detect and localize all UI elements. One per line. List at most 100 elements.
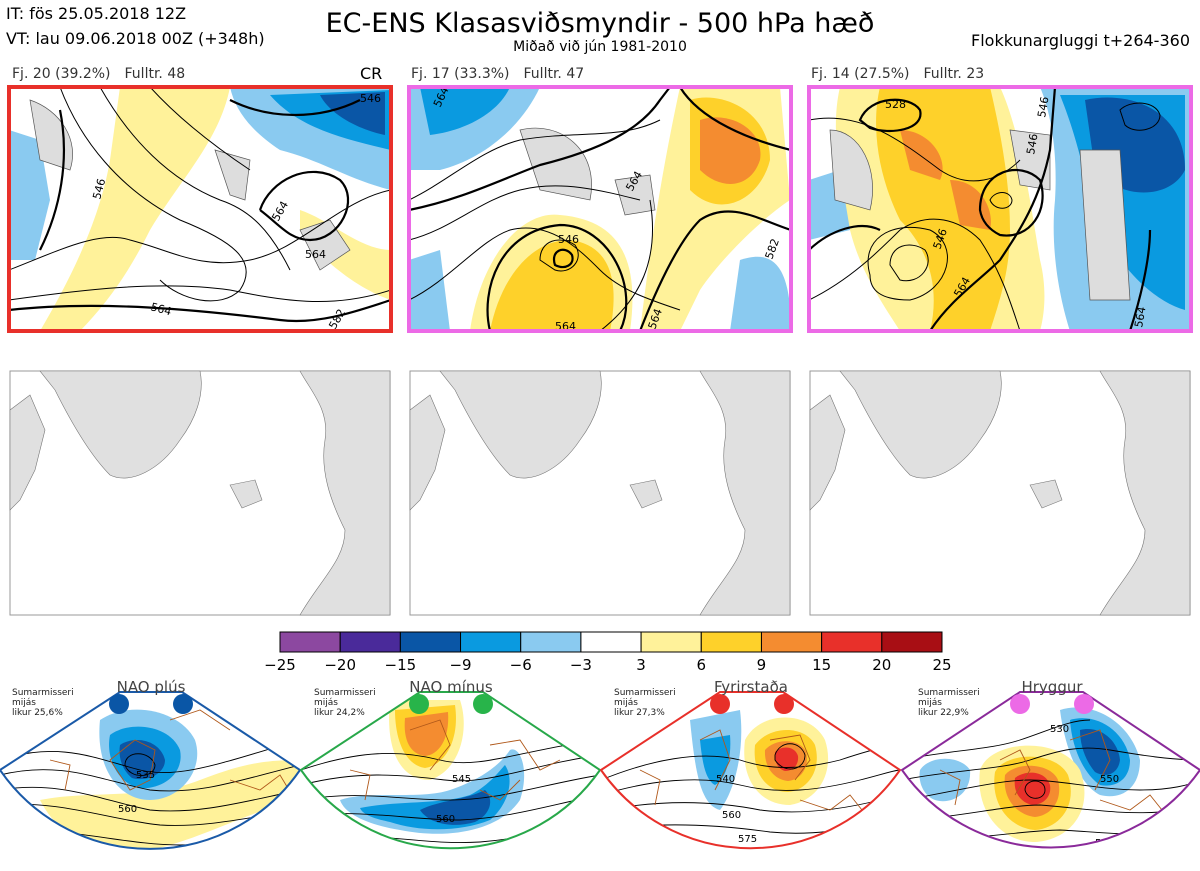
colorbar-tick-label: 9 — [756, 656, 767, 674]
panel-2-contour-label: 564 — [555, 320, 576, 333]
regime-3-contour-label: 575 — [738, 834, 757, 845]
colorbar-swatch — [460, 631, 522, 653]
regime-4-note-line: Sumarmisseri — [918, 688, 980, 698]
regime-1-title: NAO plús — [116, 678, 186, 696]
colorbar-tick-label: −3 — [569, 656, 592, 674]
panel-2-map: 546 564 564 564 582 564 — [409, 87, 791, 333]
regime-3-note: Sumarmisseri mijás likur 27,3% — [614, 688, 676, 718]
colorbar-tick-label: −9 — [449, 656, 472, 674]
regime-3-title: Fyrirstaða — [714, 678, 788, 696]
colorbar-swatch — [760, 631, 823, 653]
colorbar-tick-label: 15 — [812, 656, 832, 674]
panel-3-contour-label: 564 — [1132, 306, 1148, 329]
panel-3-fj: Fj. 14 (27.5%) — [811, 66, 910, 82]
regime-3-border — [599, 691, 902, 850]
regime-1-dot-right — [173, 694, 193, 714]
colorbar-tick-label: 6 — [696, 656, 707, 674]
regime-2-contour-label: 575 — [446, 850, 465, 861]
panel-2-fj: Fj. 17 (33.3%) — [411, 66, 510, 82]
colorbar-swatch — [339, 631, 401, 653]
regime-4-border — [900, 691, 1200, 849]
regime-2-title: NAO mínus — [409, 678, 493, 696]
colorbar — [279, 631, 943, 653]
panel-1-contour-label: 546 — [90, 177, 108, 201]
panel-1-map: 546 546 564 564 564 582 — [9, 87, 391, 331]
panel-1-contour-label: 564 — [149, 300, 173, 318]
panel-1-contour-label: 546 — [360, 92, 381, 105]
regime-4-contour-label: 530 — [1050, 724, 1069, 735]
regime-2-note-line: Sumarmisseri — [314, 688, 376, 698]
regime-2-note-line: likur 24,2% — [314, 708, 365, 718]
regime-2-contour-label: 560 — [436, 814, 455, 825]
regime-2-contour-label: 545 — [452, 774, 471, 785]
page-title: EC-ENS Klasasviðsmyndir - 500 hPa hæð — [325, 8, 875, 39]
panel-1-fulltr: Fulltr. 48 — [124, 66, 186, 82]
panel-3-contour-label: 528 — [885, 98, 906, 111]
regime-4-dot-right — [1074, 694, 1094, 714]
colorbar-swatch — [279, 631, 341, 653]
regime-2-note-line: mijás — [314, 698, 338, 708]
regime-3-contour-label: 560 — [722, 810, 741, 821]
colorbar-swatch — [881, 631, 943, 653]
panel-3-label: Fj. 14 (27.5%) Fulltr. 23 — [811, 66, 984, 82]
colorbar-tick-label: 3 — [636, 656, 646, 674]
panel-1-label: Fj. 20 (39.2%) Fulltr. 48 — [12, 66, 185, 82]
regime-1-note-line: mijás — [12, 698, 36, 708]
panel-3-map: 528 546 546 546 564 564 — [809, 87, 1191, 331]
regime-4-note-line: likur 22,9% — [918, 708, 969, 718]
regime-3-dot-right — [774, 694, 794, 714]
regime-3-dot-left — [710, 694, 730, 714]
colorbar-swatch — [399, 631, 462, 653]
regime-4-note-line: mijás — [918, 698, 942, 708]
panel-2-fulltr: Fulltr. 47 — [523, 66, 585, 82]
regime-3-note-line: likur 27,3% — [614, 708, 665, 718]
regime-4-title: Hryggur — [1021, 678, 1083, 696]
regime-1-border — [0, 691, 302, 850]
regime-2-dot-right — [473, 694, 493, 714]
regime-1-note-line: Sumarmisseri — [12, 688, 74, 698]
colorbar-swatch — [640, 631, 702, 653]
empty-map-1 — [9, 370, 391, 616]
regime-4-contour-label: 550 — [1100, 774, 1119, 785]
valid-time: VT: lau 09.06.2018 00Z (+348h) — [6, 29, 265, 48]
panel-3-fulltr: Fulltr. 23 — [923, 66, 985, 82]
colorbar-tick-label: 25 — [932, 656, 952, 674]
regime-3-note-line: Sumarmisseri — [614, 688, 676, 698]
colorbar-swatch — [821, 631, 883, 653]
regime-3-contour-label: 540 — [716, 774, 735, 785]
colorbar-swatch — [700, 631, 762, 653]
empty-map-3 — [809, 370, 1191, 616]
empty-map-2 — [409, 370, 791, 616]
panel-2-label: Fj. 17 (33.3%) Fulltr. 47 — [411, 66, 584, 82]
panel-1-contour-label: 564 — [305, 248, 326, 261]
panel-3-contour-label: 546 — [1035, 96, 1051, 119]
panel-2-contour-label: 546 — [558, 233, 579, 246]
page-subtitle: Miðað við jún 1981-2010 — [513, 39, 687, 55]
regime-3-note-line: mijás — [614, 698, 638, 708]
regime-1-contour-label: 535 — [136, 770, 155, 781]
colorbar-swatch — [580, 631, 642, 653]
panel-1-cr-tag: CR — [360, 64, 383, 83]
panel-3-border — [807, 85, 1193, 333]
panel-1-fj: Fj. 20 (39.2%) — [12, 66, 111, 82]
regime-2-note: Sumarmisseri mijás likur 24,2% — [314, 688, 376, 718]
regime-4-note: Sumarmisseri mijás likur 22,9% — [918, 688, 980, 718]
initial-time: IT: fös 25.05.2018 12Z — [6, 4, 187, 23]
regime-1-contour-label: 560 — [118, 804, 137, 815]
colorbar-tick-label: 20 — [872, 656, 892, 674]
panel-1-border — [7, 85, 393, 333]
regime-1-dot-left — [109, 694, 129, 714]
colorbar-tick-label: −25 — [264, 656, 296, 674]
regime-1-note-line: likur 25,6% — [12, 708, 63, 718]
colorbar-tick-label: −15 — [384, 656, 417, 674]
regime-2-border — [299, 691, 602, 850]
classification-window: Flokkunargluggi t+264-360 — [971, 31, 1190, 50]
colorbar-tick-label: −6 — [509, 656, 532, 674]
regime-4-dot-left — [1010, 694, 1030, 714]
colorbar-tick-label: −20 — [324, 656, 356, 674]
colorbar-swatch — [520, 631, 582, 653]
panel-3-contour-label: 546 — [1024, 133, 1040, 156]
regime-4-map: 530 550 575 — [902, 692, 1200, 848]
regime-2-dot-left — [409, 694, 429, 714]
